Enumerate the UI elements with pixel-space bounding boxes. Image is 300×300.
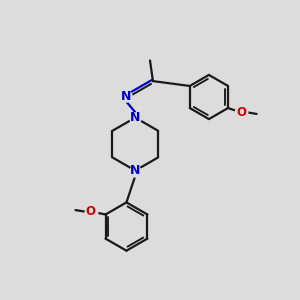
Text: N: N [130, 164, 140, 177]
Text: O: O [236, 106, 246, 119]
Text: N: N [130, 111, 140, 124]
Text: N: N [121, 90, 132, 103]
Text: O: O [86, 205, 96, 218]
